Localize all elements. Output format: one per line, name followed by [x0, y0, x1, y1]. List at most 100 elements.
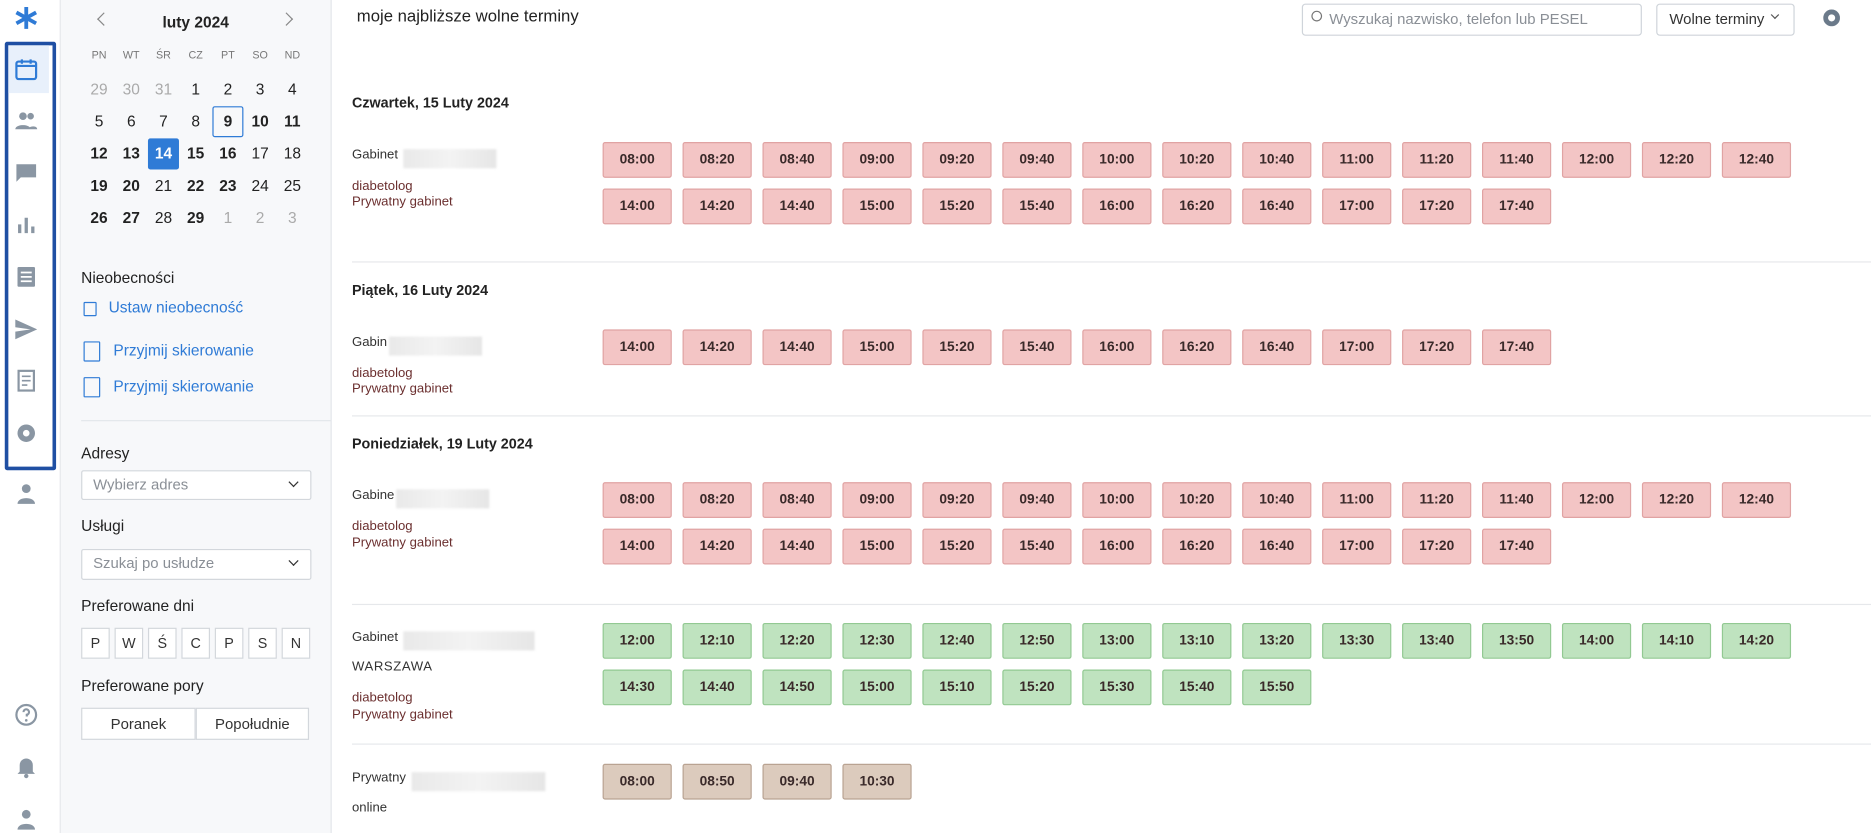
- calendar-day[interactable]: 21: [154, 176, 173, 195]
- calendar-day[interactable]: 1: [223, 208, 233, 227]
- time-slot[interactable]: 14:50: [762, 669, 832, 706]
- time-slot[interactable]: 13:30: [1322, 622, 1392, 659]
- time-slot[interactable]: 16:40: [1242, 188, 1312, 225]
- time-slot[interactable]: 17:20: [1402, 528, 1472, 565]
- time-slot[interactable]: 14:40: [762, 188, 832, 225]
- calendar-day[interactable]: 8: [191, 112, 201, 131]
- time-slot[interactable]: 12:00: [602, 622, 672, 659]
- time-slot[interactable]: 09:40: [1002, 142, 1072, 178]
- time-slot[interactable]: 08:40: [762, 142, 832, 178]
- nav-invoices[interactable]: [13, 368, 39, 394]
- nav-documents[interactable]: [13, 264, 39, 290]
- time-slot[interactable]: 09:20: [922, 142, 992, 178]
- time-slot[interactable]: 14:40: [762, 329, 832, 366]
- time-slot[interactable]: 09:00: [842, 482, 912, 518]
- time-slot[interactable]: 10:00: [1082, 482, 1152, 518]
- time-slot[interactable]: 14:00: [1561, 622, 1632, 659]
- nav-stats[interactable]: [13, 211, 39, 237]
- calendar-day[interactable]: 12: [90, 144, 108, 163]
- nav-messages[interactable]: [13, 160, 39, 186]
- time-slot[interactable]: 13:50: [1482, 622, 1552, 659]
- time-slot[interactable]: 15:40: [1002, 188, 1072, 225]
- time-slot[interactable]: 17:20: [1402, 188, 1472, 225]
- select[interactable]: [81, 470, 312, 501]
- time-slot[interactable]: 15:00: [842, 188, 912, 225]
- calendar-day[interactable]: 13: [122, 144, 140, 163]
- calendar-day[interactable]: 16: [219, 144, 237, 163]
- time-slot[interactable]: 10:30: [842, 763, 912, 800]
- time-slot[interactable]: 15:40: [1162, 669, 1232, 706]
- time-slot[interactable]: 08:20: [682, 482, 752, 518]
- calendar-day[interactable]: 11: [284, 112, 301, 131]
- time-slot[interactable]: 14:20: [1721, 622, 1792, 659]
- time-slot[interactable]: 16:40: [1242, 329, 1312, 366]
- time-slot[interactable]: 17:00: [1322, 528, 1392, 565]
- time-slot[interactable]: 15:00: [842, 528, 912, 565]
- time-slot[interactable]: 13:40: [1402, 622, 1472, 659]
- time-slot[interactable]: 14:00: [602, 188, 672, 225]
- time-slot[interactable]: 15:30: [1082, 669, 1152, 706]
- calendar-day[interactable]: 17: [251, 144, 269, 163]
- calendar-day[interactable]: 3: [255, 79, 265, 98]
- day-toggle[interactable]: W: [114, 627, 144, 659]
- time-slot[interactable]: 16:00: [1082, 329, 1152, 366]
- time-slot[interactable]: 12:20: [1641, 142, 1712, 178]
- time-slot[interactable]: 12:00: [1561, 482, 1632, 518]
- time-slot[interactable]: 17:20: [1402, 329, 1472, 366]
- day-toggle[interactable]: P: [214, 627, 244, 659]
- time-slot[interactable]: 12:40: [922, 622, 992, 659]
- time-slot[interactable]: 10:40: [1242, 482, 1312, 518]
- nav-doctor[interactable]: [13, 481, 39, 507]
- calendar-day[interactable]: 2: [255, 208, 265, 227]
- day-toggle[interactable]: Ś: [147, 627, 177, 659]
- settings-gear[interactable]: [1823, 9, 1840, 27]
- time-slot[interactable]: 17:40: [1482, 188, 1552, 225]
- calendar-day[interactable]: 5: [94, 112, 104, 131]
- time-slot[interactable]: 15:40: [1002, 528, 1072, 565]
- calendar-day[interactable]: 27: [122, 208, 140, 227]
- time-slot[interactable]: 16:20: [1162, 329, 1232, 366]
- panel-link[interactable]: Przyjmij skierowanie: [113, 377, 254, 396]
- time-slot[interactable]: 15:20: [922, 188, 992, 225]
- panel-link[interactable]: Ustaw nieobecność: [108, 298, 244, 317]
- time-slot[interactable]: 15:50: [1242, 669, 1312, 706]
- calendar-day[interactable]: 28: [154, 208, 173, 227]
- time-slot[interactable]: 14:20: [682, 329, 752, 366]
- time-slot[interactable]: 14:30: [602, 669, 672, 706]
- time-slot[interactable]: 12:20: [1641, 482, 1712, 518]
- time-slot[interactable]: 08:00: [602, 482, 672, 518]
- time-slot[interactable]: 12:40: [1721, 482, 1792, 518]
- time-slot[interactable]: 09:40: [1002, 482, 1072, 518]
- time-slot[interactable]: 10:00: [1082, 142, 1152, 178]
- calendar-day[interactable]: 23: [219, 176, 237, 195]
- time-slot[interactable]: 08:40: [762, 482, 832, 518]
- time-toggle[interactable]: Popołudnie: [195, 707, 310, 740]
- time-slot[interactable]: 10:20: [1162, 482, 1232, 518]
- time-slot[interactable]: 11:00: [1322, 142, 1392, 178]
- nav-help[interactable]: [13, 702, 39, 728]
- time-slot[interactable]: 14:10: [1641, 622, 1712, 659]
- calendar-day[interactable]: 14: [154, 144, 173, 163]
- time-slot[interactable]: 15:20: [922, 329, 992, 366]
- day-toggle[interactable]: C: [181, 627, 211, 659]
- calendar-day[interactable]: 30: [122, 79, 140, 98]
- calendar-day[interactable]: 26: [90, 208, 108, 227]
- search-box[interactable]: [1301, 3, 1642, 36]
- time-slot[interactable]: 15:00: [842, 329, 912, 366]
- calendar-day[interactable]: 20: [122, 176, 140, 195]
- calendar-day[interactable]: 4: [288, 79, 297, 98]
- time-slot[interactable]: 14:00: [602, 528, 672, 565]
- calendar-day[interactable]: 9: [223, 112, 233, 131]
- time-slot[interactable]: 16:20: [1162, 528, 1232, 565]
- logo[interactable]: [13, 5, 39, 31]
- time-slot[interactable]: 13:00: [1082, 622, 1152, 659]
- time-slot[interactable]: 14:40: [682, 669, 752, 706]
- time-slot[interactable]: 15:20: [1002, 669, 1072, 706]
- day-toggle[interactable]: P: [81, 627, 110, 659]
- time-slot[interactable]: 17:00: [1322, 188, 1392, 225]
- calendar-day[interactable]: 31: [154, 79, 173, 98]
- time-slot[interactable]: 08:00: [602, 142, 672, 178]
- time-slot[interactable]: 12:20: [762, 622, 832, 659]
- time-slot[interactable]: 16:20: [1162, 188, 1232, 225]
- time-slot[interactable]: 16:00: [1082, 528, 1152, 565]
